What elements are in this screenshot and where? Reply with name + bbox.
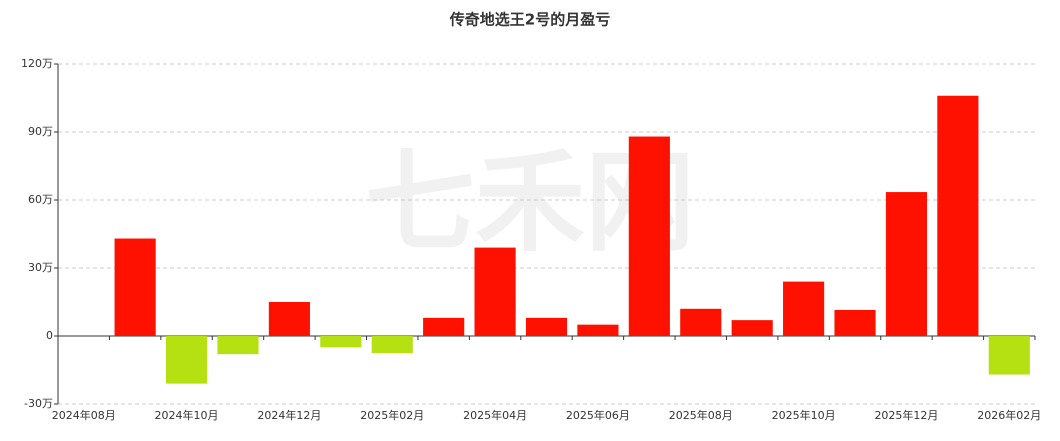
bar xyxy=(628,136,670,336)
x-tick-label: 2024年08月 xyxy=(52,408,116,422)
y-tick-label: 60万 xyxy=(28,193,53,206)
x-tick-label: 2025年12月 xyxy=(874,408,938,422)
x-tick-label: 2024年12月 xyxy=(257,408,321,422)
bar xyxy=(371,336,413,353)
y-tick-label: 30万 xyxy=(28,261,53,274)
y-tick-label: 0 xyxy=(46,329,53,342)
x-tick-label: 2025年02月 xyxy=(360,408,424,422)
bar xyxy=(525,317,568,336)
x-tick-label: 2024年10月 xyxy=(155,408,219,422)
x-tick-label: 2025年06月 xyxy=(566,408,630,422)
y-tick-label: 90万 xyxy=(28,125,53,138)
y-tick-label: -30万 xyxy=(24,397,53,410)
x-tick-label: 2025年08月 xyxy=(669,408,733,422)
bar xyxy=(114,238,156,336)
chart-title: 传奇地选王2号的月盈亏 xyxy=(449,11,610,29)
x-tick-label: 2026年02月 xyxy=(977,408,1041,422)
bar xyxy=(834,309,876,336)
bar xyxy=(268,302,310,336)
bar xyxy=(783,281,825,336)
bar xyxy=(988,336,1030,375)
y-tick-label: 120万 xyxy=(21,57,53,70)
bar xyxy=(680,308,722,336)
bar xyxy=(731,320,773,336)
bar xyxy=(320,336,362,348)
x-tick-label: 2025年10月 xyxy=(772,408,836,422)
bar xyxy=(885,192,928,336)
x-tick-label: 2025年04月 xyxy=(463,408,527,422)
bar xyxy=(165,336,208,384)
bar xyxy=(474,247,516,336)
bar xyxy=(217,336,259,355)
bar xyxy=(937,95,979,336)
bar xyxy=(577,324,619,336)
bar xyxy=(423,317,465,336)
